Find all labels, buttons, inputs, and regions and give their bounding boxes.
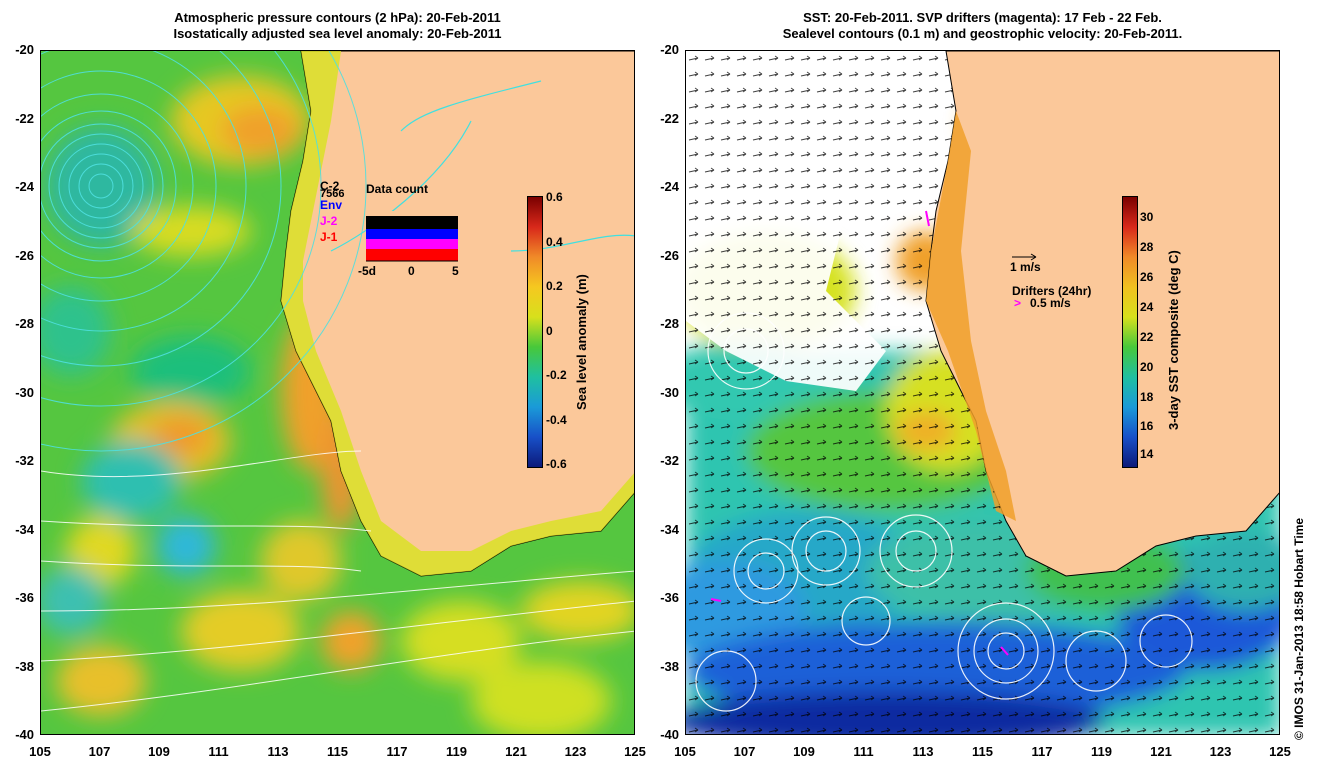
sla-tick-2: 0.2 — [546, 279, 563, 293]
left-lon-tick: 113 — [267, 744, 289, 759]
left-lat-tick: -40 — [15, 727, 34, 742]
right-title: SST: 20-Feb-2011. SVP drifters (magenta)… — [685, 10, 1280, 42]
sat-legend-c2: C-2 — [320, 179, 340, 193]
right-lon-tick: 119 — [1091, 744, 1112, 759]
inset-tick-0: 0 — [408, 264, 415, 278]
right-lon-tick: 109 — [793, 744, 815, 759]
right-lon-tick: 125 — [1269, 744, 1291, 759]
left-lon-tick: 111 — [208, 744, 229, 759]
sat-legend-j1: J-1 — [320, 230, 338, 244]
right-lat-tick: -22 — [660, 110, 679, 126]
velocity-key-label: 1 m/s — [1010, 260, 1041, 274]
data-count-inset — [366, 211, 458, 262]
sea-level-contours — [41, 450, 634, 712]
sst-tick-18: 18 — [1140, 390, 1154, 404]
left-lon-tick: 125 — [624, 744, 646, 759]
sst-map-graphic — [686, 51, 1279, 734]
sst-colorbar — [1122, 196, 1138, 468]
sla-tick-0: 0.6 — [546, 190, 563, 204]
right-lon-tick: 123 — [1209, 744, 1232, 759]
velocity-key-arrow — [1012, 253, 1037, 261]
left-lat-tick: -30 — [15, 384, 34, 400]
right-lat-tick: -26 — [660, 247, 679, 263]
right-lat-tick: -40 — [660, 727, 679, 742]
right-lat-tick: -28 — [660, 316, 679, 331]
sst-tick-30: 30 — [1140, 210, 1154, 224]
left-lat-tick: -34 — [15, 521, 34, 537]
sst-tick-26: 26 — [1140, 270, 1154, 284]
left-lat-tick: -22 — [15, 110, 34, 126]
right-lat-tick: -30 — [660, 384, 679, 400]
sla-tick-1: 0.4 — [546, 235, 563, 249]
left-lon-tick: 121 — [505, 744, 527, 759]
drifter-tracks — [710, 210, 1009, 656]
left-lat-tick: -20 — [15, 42, 34, 57]
drifters-key-value: 0.5 m/s — [1030, 296, 1071, 310]
left-lat-tick: -38 — [15, 658, 34, 674]
sst-tick-28: 28 — [1140, 240, 1154, 254]
sla-tick-3: 0 — [546, 324, 553, 338]
left-lon-tick: 115 — [327, 744, 348, 759]
left-lon-tick: 105 — [29, 744, 51, 759]
left-lat-tick: -36 — [15, 590, 34, 605]
left-lat-tick: -28 — [15, 316, 34, 331]
right-lon-tick: 111 — [853, 744, 874, 759]
sea-level-anomaly-map-graphic — [41, 51, 634, 734]
pressure-contours — [41, 51, 367, 452]
left-lon-tick: 123 — [564, 744, 587, 759]
right-lat-tick: -36 — [660, 590, 679, 605]
drifters-key-title: Drifters (24hr) — [1012, 284, 1092, 298]
left-lat-tick: -32 — [15, 453, 34, 468]
inset-tick-5: 5 — [452, 264, 459, 278]
sst-tick-24: 24 — [1140, 300, 1154, 314]
sla-colorbar-label: Sea level anomaly (m) — [574, 274, 589, 410]
sla-tick-4: -0.2 — [546, 368, 567, 382]
right-title-line2: Sealevel contours (0.1 m) and geostrophi… — [782, 26, 1183, 41]
left-lat-tick: -24 — [15, 179, 34, 194]
left-title-line2: Isostatically adjusted sea level anomaly… — [173, 26, 502, 41]
left-lat-tick: -26 — [15, 247, 34, 263]
sat-legend-j2: J-2 — [320, 214, 338, 228]
right-lon-tick: 115 — [972, 744, 993, 759]
right-lat-tick: -32 — [660, 453, 679, 468]
sst-sealevel-contours — [695, 312, 1193, 712]
left-title-line1: Atmospheric pressure contours (2 hPa): 2… — [174, 10, 501, 25]
right-lat-tick: -34 — [660, 521, 679, 537]
right-lon-tick: 117 — [1031, 744, 1053, 759]
sst-tick-14: 14 — [1140, 447, 1154, 461]
sat-legend-env: Env — [320, 198, 343, 212]
sst-tick-22: 22 — [1140, 330, 1154, 344]
left-lon-tick: 107 — [88, 744, 111, 759]
inset-tick-neg5d: -5d — [358, 264, 376, 278]
sla-tick-6: -0.6 — [546, 457, 567, 471]
right-lat-tick: -20 — [660, 42, 679, 57]
left-lon-tick: 119 — [446, 744, 467, 759]
sst-colorbar-label: 3-day SST composite (deg C) — [1166, 250, 1181, 430]
drifter-key-arrow: > — [1014, 296, 1022, 310]
left-title: Atmospheric pressure contours (2 hPa): 2… — [40, 10, 635, 42]
right-lon-tick: 121 — [1150, 744, 1172, 759]
sea-level-anomaly-map — [40, 50, 635, 735]
credit-text: © IMOS 31-Jan-2013 18:58 Hobart Time — [1292, 517, 1306, 740]
left-lon-tick: 117 — [386, 744, 408, 759]
sst-tick-16: 16 — [1140, 419, 1154, 433]
sla-colorbar — [527, 196, 543, 468]
sat-legend-7566: 7566 — [320, 188, 345, 200]
right-lon-tick: 107 — [733, 744, 756, 759]
sst-tick-20: 20 — [1140, 360, 1154, 374]
right-lon-tick: 105 — [674, 744, 696, 759]
right-title-line1: SST: 20-Feb-2011. SVP drifters (magenta)… — [803, 10, 1162, 25]
sla-tick-5: -0.4 — [546, 413, 567, 427]
right-lat-tick: -38 — [660, 658, 679, 674]
right-lon-tick: 113 — [912, 744, 934, 759]
sst-map — [685, 50, 1280, 735]
data-count-title: Data count — [366, 182, 429, 196]
right-lat-tick: -24 — [660, 179, 679, 194]
left-lon-tick: 109 — [148, 744, 170, 759]
